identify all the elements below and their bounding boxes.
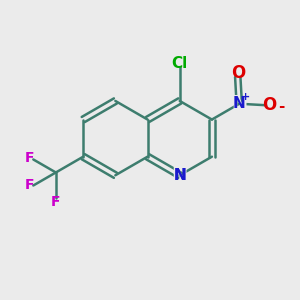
Text: -: - (278, 99, 285, 114)
Text: O: O (262, 96, 277, 114)
Text: N: N (233, 96, 246, 111)
Text: +: + (241, 92, 250, 102)
Text: Cl: Cl (172, 56, 188, 71)
Text: N: N (173, 168, 186, 183)
Text: F: F (25, 151, 34, 165)
Text: N: N (231, 94, 247, 113)
Text: F: F (25, 178, 34, 193)
Text: N: N (172, 166, 188, 185)
Text: F: F (51, 195, 61, 209)
Text: N: N (173, 168, 186, 183)
Text: O: O (231, 64, 245, 82)
